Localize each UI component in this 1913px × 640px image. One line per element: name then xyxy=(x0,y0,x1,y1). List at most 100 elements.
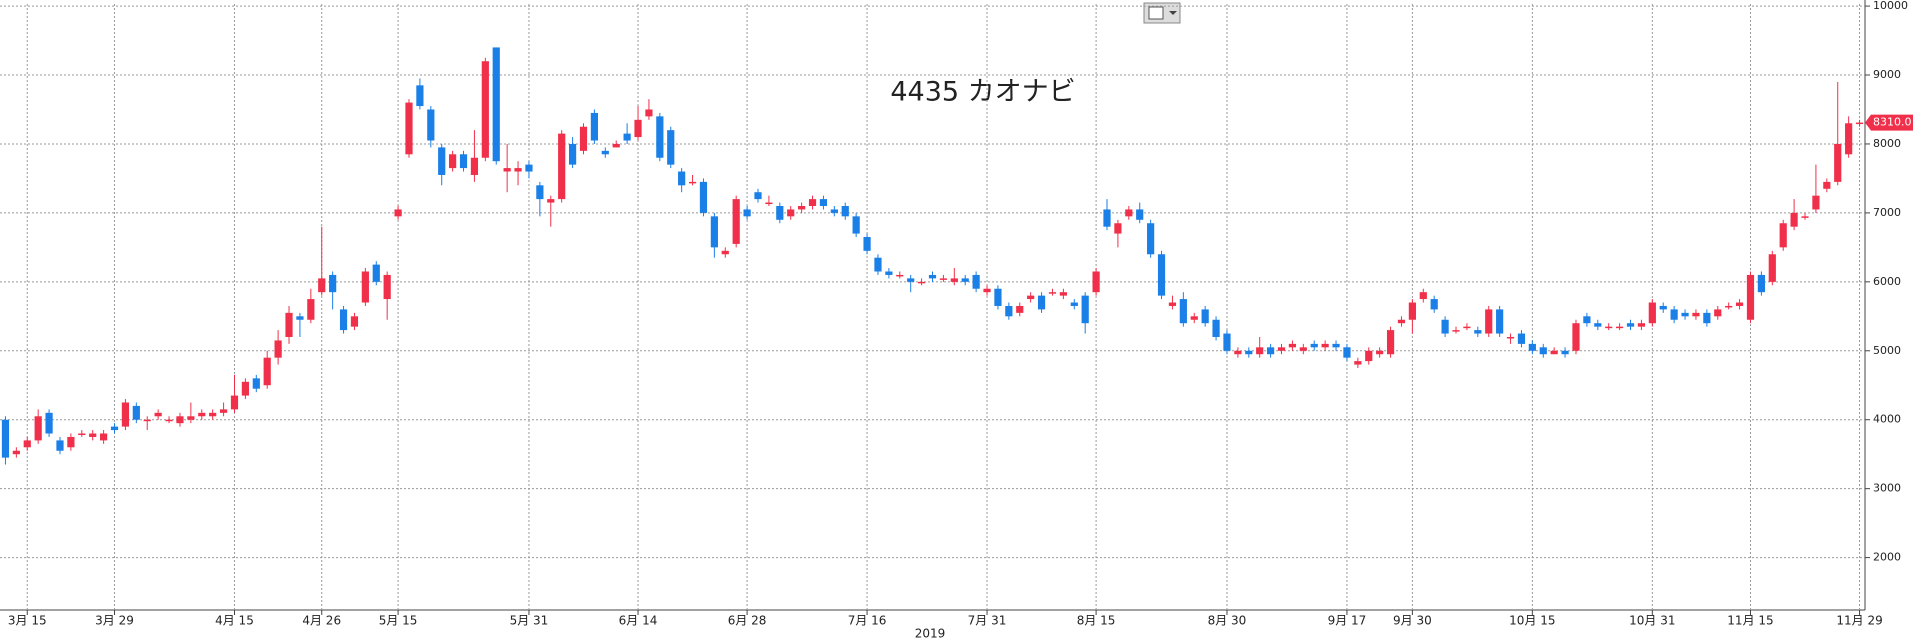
candle-body xyxy=(1583,316,1591,324)
candle-body xyxy=(470,157,479,175)
candle-body xyxy=(100,433,108,441)
candle-body xyxy=(449,154,457,169)
candle-body xyxy=(1299,347,1307,351)
candle-body xyxy=(634,119,642,138)
candle-body xyxy=(688,181,697,184)
candle-body xyxy=(307,299,315,320)
candle-body xyxy=(1266,347,1275,355)
candle-body xyxy=(198,412,206,417)
candle-body xyxy=(721,250,729,255)
candle-body xyxy=(612,143,620,148)
candle-body xyxy=(928,274,937,279)
candle-body xyxy=(1561,350,1569,355)
candle-body xyxy=(907,278,915,282)
candle-body xyxy=(1812,195,1820,210)
toolbar-icon[interactable] xyxy=(1143,2,1181,24)
candle-body xyxy=(830,209,838,213)
candle-body xyxy=(1823,181,1831,189)
candle-body xyxy=(863,237,871,251)
candle-body xyxy=(1245,350,1253,355)
candle-body xyxy=(481,61,489,158)
candle-body xyxy=(405,102,413,155)
x-tick-label: 11月 15 xyxy=(1727,614,1773,628)
x-tick-label: 4月 15 xyxy=(215,614,254,628)
y-tick-label: 10000 xyxy=(1873,0,1908,12)
x-tick-label: 6月 28 xyxy=(728,614,767,628)
candle-body xyxy=(1190,316,1198,320)
candle-body xyxy=(219,409,228,413)
candle-body xyxy=(1616,326,1624,329)
candle-body xyxy=(1397,319,1406,324)
candle-body xyxy=(1365,350,1373,362)
candle-body xyxy=(416,85,424,107)
candle-body xyxy=(1037,295,1046,310)
candle-body xyxy=(1343,347,1351,358)
candle-body xyxy=(787,209,795,217)
candle-body xyxy=(1626,323,1635,327)
candle-body xyxy=(1103,209,1111,227)
candle-body xyxy=(339,309,348,331)
candle-body xyxy=(1005,305,1013,317)
candle-body xyxy=(1528,343,1536,351)
candle-body xyxy=(1310,343,1318,348)
candle-body xyxy=(329,274,337,293)
candle-body xyxy=(1092,271,1100,293)
candle-body xyxy=(1059,292,1067,296)
candle-body xyxy=(525,164,533,172)
candle-body xyxy=(1757,274,1765,293)
candle-body xyxy=(623,133,631,141)
candle-body xyxy=(1779,223,1787,248)
candle-body xyxy=(601,150,609,155)
candle-body xyxy=(950,278,958,282)
candle-body xyxy=(732,199,740,244)
x-tick-label: 6月 14 xyxy=(619,614,658,628)
candle-body xyxy=(438,147,446,175)
candle-body xyxy=(165,419,173,422)
candle-body xyxy=(1714,309,1722,317)
candle-body xyxy=(350,316,359,327)
candle-body xyxy=(852,216,860,234)
candle-body xyxy=(1430,299,1438,310)
y-tick-label: 8000 xyxy=(1873,137,1901,150)
candle-body xyxy=(1081,295,1089,324)
x-tick-label: 3月 29 xyxy=(95,614,134,628)
candle-body xyxy=(1845,123,1853,155)
x-tick-label: 10月 31 xyxy=(1629,614,1675,628)
candle-body xyxy=(885,271,893,275)
candle-body xyxy=(1288,343,1297,348)
candle-body xyxy=(394,209,402,217)
candle-body xyxy=(645,109,653,117)
x-tick-label: 3月 15 xyxy=(8,614,47,628)
candle-body xyxy=(1147,223,1155,255)
x-tick-label: 9月 17 xyxy=(1328,614,1367,628)
candle-body xyxy=(896,274,904,277)
y-tick-label: 9000 xyxy=(1873,68,1901,81)
candle-body xyxy=(1725,305,1733,308)
candle-body xyxy=(1670,309,1678,320)
candle-body xyxy=(1834,143,1842,182)
candle-body xyxy=(1637,323,1646,327)
candle-body xyxy=(230,395,239,410)
candle-body xyxy=(1157,254,1166,296)
candle-body xyxy=(492,47,500,162)
candle-body xyxy=(1332,343,1340,348)
candle-body xyxy=(1,419,10,458)
candle-body xyxy=(1746,274,1755,320)
y-tick-label: 2000 xyxy=(1873,551,1901,564)
candle-body xyxy=(874,257,882,272)
candle-body xyxy=(1048,292,1057,294)
candle-body xyxy=(1125,209,1133,217)
candle-body xyxy=(45,412,53,434)
candle-body xyxy=(1517,333,1526,344)
candle-body xyxy=(841,206,849,217)
candle-body xyxy=(143,419,151,422)
candle-body xyxy=(1376,350,1384,355)
candle-body xyxy=(1277,347,1286,351)
last-price-label: 8310.0 xyxy=(1873,116,1912,129)
candle-body xyxy=(274,340,282,358)
candle-body xyxy=(1539,347,1547,355)
candle-body xyxy=(1234,350,1242,355)
candle-body xyxy=(710,216,718,248)
candle-body xyxy=(67,436,75,448)
